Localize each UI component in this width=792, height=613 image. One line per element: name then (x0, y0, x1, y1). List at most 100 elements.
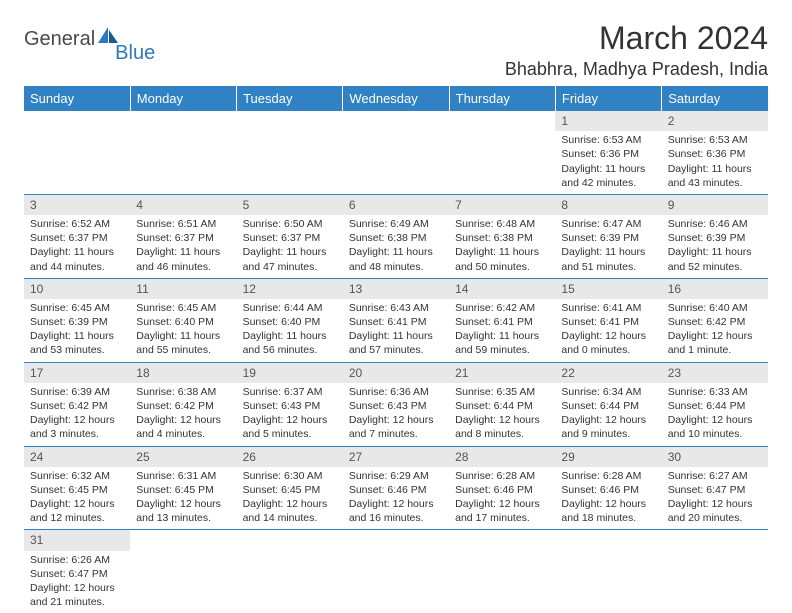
calendar-cell: 15Sunrise: 6:41 AMSunset: 6:41 PMDayligh… (555, 278, 661, 362)
sunset-text: Sunset: 6:47 PM (668, 483, 762, 497)
day-body: Sunrise: 6:50 AMSunset: 6:37 PMDaylight:… (237, 215, 343, 278)
daylight-text: Daylight: 12 hours and 21 minutes. (30, 581, 124, 609)
sunrise-text: Sunrise: 6:34 AM (561, 385, 655, 399)
day-number: 10 (24, 279, 130, 299)
calendar-cell: 8Sunrise: 6:47 AMSunset: 6:39 PMDaylight… (555, 194, 661, 278)
sunset-text: Sunset: 6:45 PM (136, 483, 230, 497)
calendar-cell (237, 530, 343, 613)
sunset-text: Sunset: 6:43 PM (243, 399, 337, 413)
daylight-text: Daylight: 12 hours and 18 minutes. (561, 497, 655, 525)
daylight-text: Daylight: 11 hours and 53 minutes. (30, 329, 124, 357)
sunset-text: Sunset: 6:40 PM (243, 315, 337, 329)
sunset-text: Sunset: 6:38 PM (455, 231, 549, 245)
sunset-text: Sunset: 6:39 PM (668, 231, 762, 245)
calendar-cell (343, 530, 449, 613)
sunset-text: Sunset: 6:43 PM (349, 399, 443, 413)
sunset-text: Sunset: 6:47 PM (30, 567, 124, 581)
calendar-row: 1Sunrise: 6:53 AMSunset: 6:36 PMDaylight… (24, 111, 768, 194)
calendar-cell (555, 530, 661, 613)
daylight-text: Daylight: 12 hours and 7 minutes. (349, 413, 443, 441)
day-number: 30 (662, 447, 768, 467)
day-body: Sunrise: 6:47 AMSunset: 6:39 PMDaylight:… (555, 215, 661, 278)
calendar-cell (130, 111, 236, 194)
sunrise-text: Sunrise: 6:30 AM (243, 469, 337, 483)
sunrise-text: Sunrise: 6:31 AM (136, 469, 230, 483)
sunrise-text: Sunrise: 6:45 AM (30, 301, 124, 315)
daylight-text: Daylight: 12 hours and 12 minutes. (30, 497, 124, 525)
day-number: 3 (24, 195, 130, 215)
day-number: 25 (130, 447, 236, 467)
day-body: Sunrise: 6:46 AMSunset: 6:39 PMDaylight:… (662, 215, 768, 278)
calendar-cell: 12Sunrise: 6:44 AMSunset: 6:40 PMDayligh… (237, 278, 343, 362)
day-body: Sunrise: 6:43 AMSunset: 6:41 PMDaylight:… (343, 299, 449, 362)
weekday-header: Thursday (449, 86, 555, 111)
page-title: March 2024 (505, 20, 768, 57)
sunrise-text: Sunrise: 6:39 AM (30, 385, 124, 399)
calendar-cell: 6Sunrise: 6:49 AMSunset: 6:38 PMDaylight… (343, 194, 449, 278)
sunset-text: Sunset: 6:46 PM (455, 483, 549, 497)
sunset-text: Sunset: 6:40 PM (136, 315, 230, 329)
calendar-cell: 28Sunrise: 6:28 AMSunset: 6:46 PMDayligh… (449, 446, 555, 530)
day-number: 4 (130, 195, 236, 215)
sunrise-text: Sunrise: 6:26 AM (30, 553, 124, 567)
day-body: Sunrise: 6:30 AMSunset: 6:45 PMDaylight:… (237, 467, 343, 530)
day-body (449, 115, 555, 121)
daylight-text: Daylight: 12 hours and 13 minutes. (136, 497, 230, 525)
calendar-cell: 26Sunrise: 6:30 AMSunset: 6:45 PMDayligh… (237, 446, 343, 530)
daylight-text: Daylight: 11 hours and 55 minutes. (136, 329, 230, 357)
weekday-header: Monday (130, 86, 236, 111)
day-body: Sunrise: 6:38 AMSunset: 6:42 PMDaylight:… (130, 383, 236, 446)
day-body: Sunrise: 6:34 AMSunset: 6:44 PMDaylight:… (555, 383, 661, 446)
daylight-text: Daylight: 12 hours and 14 minutes. (243, 497, 337, 525)
daylight-text: Daylight: 12 hours and 5 minutes. (243, 413, 337, 441)
sunrise-text: Sunrise: 6:42 AM (455, 301, 549, 315)
sunrise-text: Sunrise: 6:47 AM (561, 217, 655, 231)
sunset-text: Sunset: 6:42 PM (30, 399, 124, 413)
day-body (343, 115, 449, 121)
weekday-header: Wednesday (343, 86, 449, 111)
day-number: 27 (343, 447, 449, 467)
day-number: 8 (555, 195, 661, 215)
calendar-cell: 11Sunrise: 6:45 AMSunset: 6:40 PMDayligh… (130, 278, 236, 362)
daylight-text: Daylight: 12 hours and 8 minutes. (455, 413, 549, 441)
calendar-cell (237, 111, 343, 194)
daylight-text: Daylight: 11 hours and 48 minutes. (349, 245, 443, 273)
calendar-cell: 3Sunrise: 6:52 AMSunset: 6:37 PMDaylight… (24, 194, 130, 278)
sunrise-text: Sunrise: 6:28 AM (561, 469, 655, 483)
sunrise-text: Sunrise: 6:53 AM (561, 133, 655, 147)
daylight-text: Daylight: 11 hours and 56 minutes. (243, 329, 337, 357)
day-body (237, 534, 343, 540)
sunset-text: Sunset: 6:46 PM (561, 483, 655, 497)
daylight-text: Daylight: 11 hours and 51 minutes. (561, 245, 655, 273)
day-body: Sunrise: 6:48 AMSunset: 6:38 PMDaylight:… (449, 215, 555, 278)
day-body: Sunrise: 6:41 AMSunset: 6:41 PMDaylight:… (555, 299, 661, 362)
calendar-cell: 23Sunrise: 6:33 AMSunset: 6:44 PMDayligh… (662, 362, 768, 446)
day-number: 16 (662, 279, 768, 299)
sunset-text: Sunset: 6:36 PM (561, 147, 655, 161)
sunrise-text: Sunrise: 6:51 AM (136, 217, 230, 231)
daylight-text: Daylight: 12 hours and 9 minutes. (561, 413, 655, 441)
day-body: Sunrise: 6:52 AMSunset: 6:37 PMDaylight:… (24, 215, 130, 278)
daylight-text: Daylight: 11 hours and 44 minutes. (30, 245, 124, 273)
day-body: Sunrise: 6:27 AMSunset: 6:47 PMDaylight:… (662, 467, 768, 530)
sunrise-text: Sunrise: 6:32 AM (30, 469, 124, 483)
daylight-text: Daylight: 11 hours and 50 minutes. (455, 245, 549, 273)
day-body: Sunrise: 6:26 AMSunset: 6:47 PMDaylight:… (24, 551, 130, 613)
day-body (237, 115, 343, 121)
calendar-row: 3Sunrise: 6:52 AMSunset: 6:37 PMDaylight… (24, 194, 768, 278)
day-number: 18 (130, 363, 236, 383)
day-body (130, 115, 236, 121)
calendar-cell: 21Sunrise: 6:35 AMSunset: 6:44 PMDayligh… (449, 362, 555, 446)
daylight-text: Daylight: 12 hours and 3 minutes. (30, 413, 124, 441)
day-number: 1 (555, 111, 661, 131)
daylight-text: Daylight: 11 hours and 59 minutes. (455, 329, 549, 357)
daylight-text: Daylight: 12 hours and 1 minute. (668, 329, 762, 357)
day-number: 17 (24, 363, 130, 383)
day-body (449, 534, 555, 540)
calendar-cell: 16Sunrise: 6:40 AMSunset: 6:42 PMDayligh… (662, 278, 768, 362)
day-body: Sunrise: 6:28 AMSunset: 6:46 PMDaylight:… (449, 467, 555, 530)
sunset-text: Sunset: 6:41 PM (349, 315, 443, 329)
calendar-row: 17Sunrise: 6:39 AMSunset: 6:42 PMDayligh… (24, 362, 768, 446)
title-block: March 2024 Bhabhra, Madhya Pradesh, Indi… (505, 20, 768, 80)
calendar-table: Sunday Monday Tuesday Wednesday Thursday… (24, 86, 768, 613)
